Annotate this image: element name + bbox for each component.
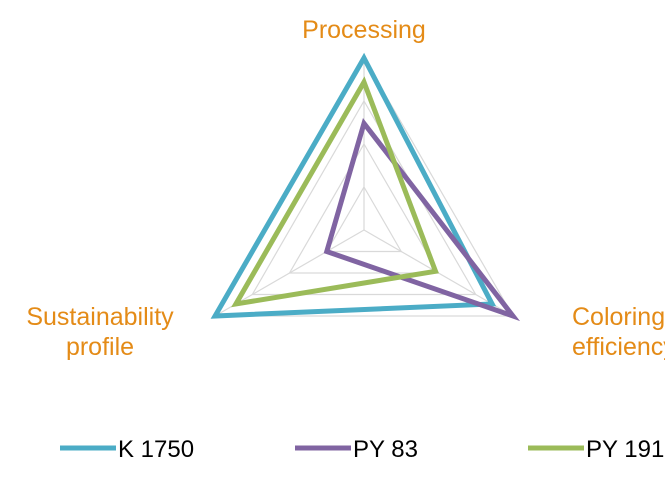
series-line-k-1750 — [210, 52, 497, 319]
series-line-py-191 — [231, 76, 439, 308]
legend-label-py-83: PY 83 — [353, 436, 418, 463]
series-line-py-83 — [323, 117, 521, 322]
axis-label-line: profile — [66, 333, 134, 361]
axis-label-line: Coloring — [572, 303, 665, 331]
radar-grid — [214, 56, 514, 317]
axis-label-processing: Processing — [302, 16, 426, 44]
axis-label-sustainability-profile: Sustainability profile — [26, 303, 174, 361]
grid-ring-1 — [325, 185, 403, 253]
grid-ring-2 — [288, 142, 440, 274]
legend-label-k-1750: K 1750 — [118, 436, 194, 463]
axis-label-line: Sustainability — [26, 303, 174, 331]
axis-label-line: Processing — [302, 16, 426, 44]
axis-label-line: efficiency — [572, 333, 665, 361]
radar-series — [210, 52, 521, 322]
legend-label-py-191: PY 191 — [586, 436, 664, 463]
axis-labels: Processing Coloringefficiency Sustainabili… — [26, 16, 665, 361]
axis-label-coloring-efficiency: Coloringefficiency — [572, 303, 665, 361]
legend: K 1750 PY 83 PY 191 — [60, 436, 664, 463]
